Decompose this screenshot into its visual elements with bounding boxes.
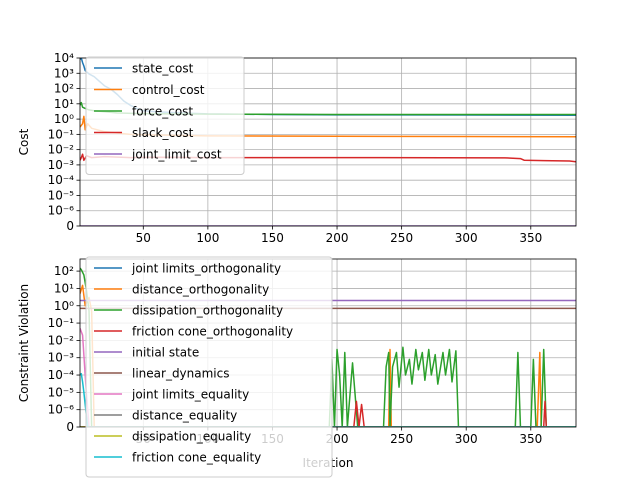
y-tick-label: 10⁴ [54,51,74,65]
x-tick-label: 250 [390,231,413,245]
y-tick-label: 10⁻⁴ [48,173,75,187]
y-axis-label: Cost [17,128,31,155]
y-tick-label: 10⁰ [54,112,74,126]
legend-label: friction cone_equality [132,451,261,465]
y-tick-label: 10⁻¹ [48,316,75,330]
x-tick-label: 100 [196,231,219,245]
y-axis-label: Constraint Violation [17,284,31,402]
y-tick-label: 10¹ [54,97,74,111]
legend-box [85,256,333,478]
series-line [80,284,542,427]
legend-label: slack_cost [132,126,194,140]
y-tick-label: 10⁻⁶ [48,204,75,218]
y-tick-label: 10² [54,82,74,96]
legend-label: joint limits_orthogonality [131,262,281,276]
x-tick-label: 350 [519,432,542,446]
x-tick-label: 200 [326,231,349,245]
y-tick-label: 10⁻³ [48,158,75,172]
series-line [80,372,576,427]
y-tick-label: 10⁻⁵ [48,188,75,202]
legend-label: dissipation_orthogonality [132,304,283,318]
y-tick-label: 10⁻³ [48,351,75,365]
x-tick-label: 350 [519,231,542,245]
series-line [80,328,576,427]
y-tick-label: 10³ [54,66,74,80]
legend-label: state_cost [132,62,194,76]
legend-label: initial state [132,346,199,360]
chart-panel-1: 50 100 150 200 250 300 350010⁻⁶10⁻⁵10⁻⁴10⁻³10⁻… [17,51,577,245]
y-tick-label: 10² [54,264,74,278]
y-tick-label: 10⁻⁴ [48,368,75,382]
series-line [80,400,548,427]
x-tick-label: 150 [261,231,284,245]
x-tick-label: 50 [136,231,151,245]
x-tick-label: 250 [390,432,413,446]
y-tick-label: 10⁻⁶ [48,403,75,417]
legend-label: linear_dynamics [132,367,230,381]
legend-label: control_cost [132,83,205,97]
y-tick-label: 0 [66,219,74,233]
legend-label: friction cone_orthogonality [132,325,293,339]
legend-label: force_cost [132,105,193,119]
axes-frame [79,57,577,227]
y-tick-label: 10¹ [54,281,74,295]
y-tick-label: 10⁻¹ [48,127,75,141]
y-tick-label: 10⁰ [54,299,74,313]
legend-label: distance_equality [132,409,237,423]
y-tick-label: 10⁻² [48,143,75,157]
x-tick-label: 300 [455,432,478,446]
chart-panel-2: 50100150200250300350010⁻⁶10⁻⁵10⁻⁴10⁻³10⁻… [17,256,577,478]
legend-label: joint_limit_cost [131,148,222,162]
legend: joint limits_orthogonality distance_ortho… [85,256,333,478]
series-line [80,267,576,427]
legend-label: distance_orthogonality [132,283,269,297]
legend-label: joint limits_equality [131,388,249,402]
legend: state_cost control_cost force_cost slack_co… [85,56,245,175]
y-tick-label: 10⁻² [48,333,75,347]
legend-label: dissipation_equality [132,430,251,444]
legend-box [85,56,245,175]
x-tick-label: 300 [455,231,478,245]
y-tick-label: 10⁻⁵ [48,385,75,399]
y-tick-label: 0 [66,420,74,434]
